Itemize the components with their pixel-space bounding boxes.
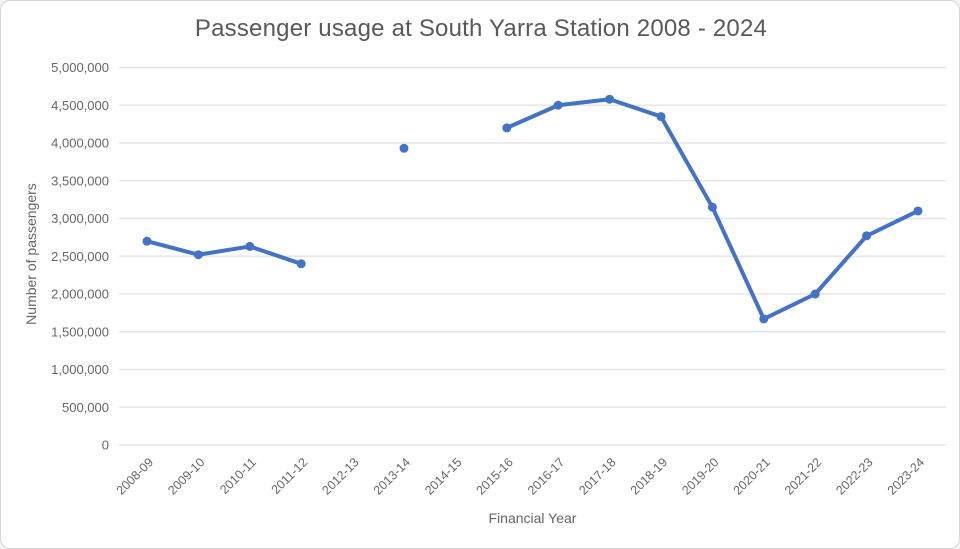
y-axis-tick-label: 2,500,000 bbox=[51, 249, 109, 264]
data-point-2018-19 bbox=[656, 112, 666, 122]
data-point-2009-10 bbox=[193, 250, 203, 260]
x-axis-tick-label: 2020-21 bbox=[731, 455, 773, 497]
data-point-2021-22 bbox=[810, 289, 820, 299]
data-point-2023-24 bbox=[913, 206, 923, 216]
data-point-2013-14 bbox=[399, 143, 409, 153]
x-axis-tick-label: 2009-10 bbox=[165, 455, 207, 497]
x-axis-tick-label: 2011-12 bbox=[269, 455, 311, 497]
chart-title: Passenger usage at South Yarra Station 2… bbox=[194, 15, 768, 42]
x-axis-tick-label: 2012-13 bbox=[319, 455, 361, 497]
x-axis-tick-label: 2018-19 bbox=[628, 455, 670, 497]
x-axis-tick-label: 2013-14 bbox=[371, 455, 413, 497]
x-axis-tick-label: 2010-11 bbox=[217, 455, 259, 497]
y-axis-tick-label: 5,000,000 bbox=[51, 60, 109, 75]
y-axis-tick-label: 500,000 bbox=[62, 400, 109, 415]
y-axis-tick-label: 0 bbox=[102, 438, 109, 453]
x-axis-tick-label: 2008-09 bbox=[114, 455, 156, 497]
data-point-2008-09 bbox=[142, 236, 152, 246]
x-axis-tick-label: 2021-22 bbox=[782, 455, 824, 497]
y-axis-tick-label: 4,500,000 bbox=[51, 98, 109, 113]
x-axis-tick-label: 2019-20 bbox=[679, 455, 721, 497]
x-axis-tick-label: 2022-23 bbox=[833, 455, 875, 497]
data-point-2017-18 bbox=[605, 94, 615, 104]
x-axis-title: Financial Year bbox=[488, 510, 577, 526]
y-axis-tick-label: 3,000,000 bbox=[51, 211, 109, 226]
y-axis-tick-label: 1,500,000 bbox=[51, 324, 109, 339]
data-point-2015-16 bbox=[502, 123, 512, 133]
y-axis-tick-label: 1,000,000 bbox=[51, 362, 109, 377]
x-axis-tick-label: 2014-15 bbox=[422, 455, 464, 497]
data-point-2022-23 bbox=[862, 231, 872, 241]
data-point-2011-12 bbox=[296, 259, 306, 269]
x-axis-tick-label: 2017-18 bbox=[576, 455, 618, 497]
data-point-2019-20 bbox=[707, 202, 717, 212]
data-point-2016-17 bbox=[553, 100, 563, 110]
data-point-2010-11 bbox=[245, 241, 255, 251]
y-axis-tick-label: 2,000,000 bbox=[51, 287, 109, 302]
data-point-2020-21 bbox=[759, 314, 769, 324]
y-axis-tick-label: 4,000,000 bbox=[51, 136, 109, 151]
series-line-segment bbox=[145, 239, 304, 266]
x-axis-tick-label: 2016-17 bbox=[525, 455, 567, 497]
x-axis-tick-label: 2023-24 bbox=[885, 455, 927, 497]
y-axis-tick-label: 3,500,000 bbox=[51, 173, 109, 188]
x-axis-tick-label: 2015-16 bbox=[474, 455, 516, 497]
